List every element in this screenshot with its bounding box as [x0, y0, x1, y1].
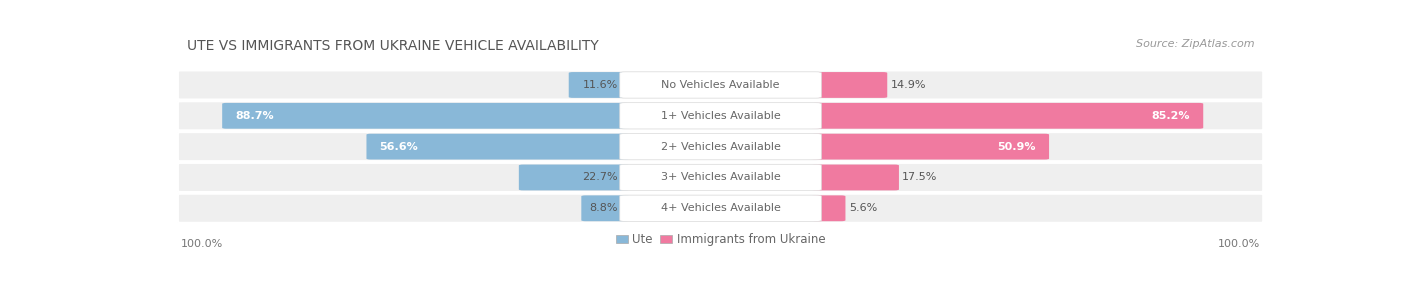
FancyBboxPatch shape — [179, 163, 1263, 192]
Text: 22.7%: 22.7% — [582, 172, 617, 182]
Text: 3+ Vehicles Available: 3+ Vehicles Available — [661, 172, 780, 182]
FancyBboxPatch shape — [222, 103, 630, 129]
FancyBboxPatch shape — [581, 195, 630, 221]
FancyBboxPatch shape — [620, 134, 821, 160]
FancyBboxPatch shape — [569, 72, 630, 98]
FancyBboxPatch shape — [620, 195, 821, 221]
FancyBboxPatch shape — [179, 194, 1263, 223]
Text: No Vehicles Available: No Vehicles Available — [661, 80, 780, 90]
Text: 88.7%: 88.7% — [235, 111, 274, 121]
FancyBboxPatch shape — [519, 164, 630, 190]
FancyBboxPatch shape — [179, 70, 1263, 100]
FancyBboxPatch shape — [811, 72, 887, 98]
FancyBboxPatch shape — [620, 164, 821, 190]
FancyBboxPatch shape — [367, 134, 630, 160]
FancyBboxPatch shape — [179, 132, 1263, 161]
Text: 4+ Vehicles Available: 4+ Vehicles Available — [661, 203, 780, 213]
Legend: Ute, Immigrants from Ukraine: Ute, Immigrants from Ukraine — [612, 229, 830, 251]
FancyBboxPatch shape — [811, 134, 1049, 160]
FancyBboxPatch shape — [811, 164, 898, 190]
FancyBboxPatch shape — [620, 103, 821, 129]
Text: 50.9%: 50.9% — [997, 142, 1036, 152]
Text: 100.0%: 100.0% — [181, 239, 224, 249]
Text: 2+ Vehicles Available: 2+ Vehicles Available — [661, 142, 780, 152]
FancyBboxPatch shape — [179, 101, 1263, 130]
Text: UTE VS IMMIGRANTS FROM UKRAINE VEHICLE AVAILABILITY: UTE VS IMMIGRANTS FROM UKRAINE VEHICLE A… — [187, 39, 599, 53]
Text: 56.6%: 56.6% — [380, 142, 419, 152]
FancyBboxPatch shape — [811, 103, 1204, 129]
Text: 11.6%: 11.6% — [582, 80, 617, 90]
FancyBboxPatch shape — [620, 72, 821, 98]
Text: 14.9%: 14.9% — [890, 80, 927, 90]
FancyBboxPatch shape — [811, 195, 845, 221]
Text: 1+ Vehicles Available: 1+ Vehicles Available — [661, 111, 780, 121]
Text: 5.6%: 5.6% — [849, 203, 877, 213]
Text: 100.0%: 100.0% — [1218, 239, 1260, 249]
Text: Source: ZipAtlas.com: Source: ZipAtlas.com — [1136, 39, 1254, 49]
Text: 8.8%: 8.8% — [589, 203, 617, 213]
Text: 17.5%: 17.5% — [903, 172, 938, 182]
Text: 85.2%: 85.2% — [1152, 111, 1189, 121]
